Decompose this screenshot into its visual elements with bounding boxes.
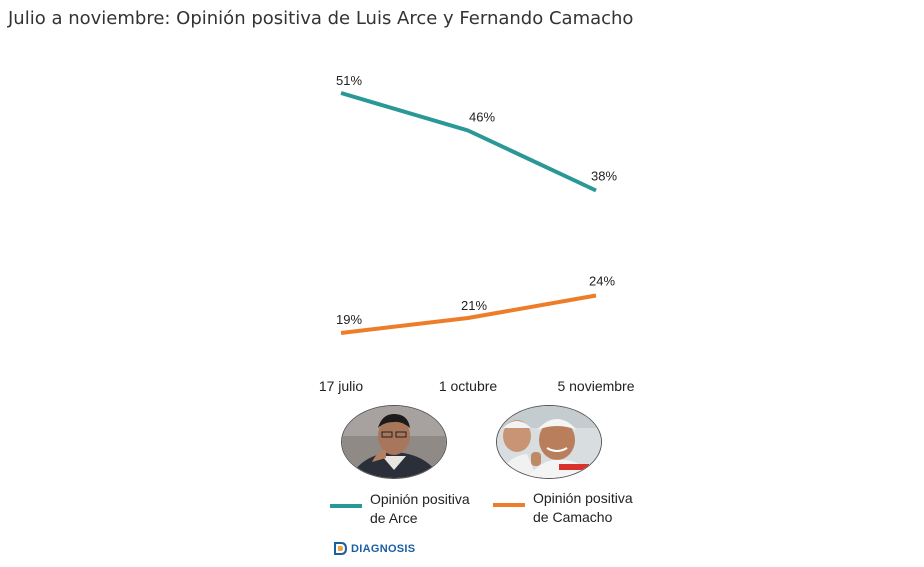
legend-swatch-camacho	[493, 503, 525, 507]
diagnosis-logo-text: DIAGNOSIS	[351, 542, 416, 555]
x-tick-label-0: 17 julio	[319, 378, 364, 394]
data-label-arce-0: 51%	[336, 73, 362, 88]
data-label-arce-1: 46%	[469, 110, 495, 125]
data-label-camacho-0: 19%	[336, 312, 362, 327]
series-layer	[340, 91, 597, 335]
legend-label-arce-line1: Opinión positiva	[370, 491, 470, 507]
legend-swatch-arce	[330, 504, 362, 508]
legend-item-camacho: Opinión positiva de Camacho	[493, 489, 645, 527]
x-tick-label-1: 1 octubre	[439, 378, 498, 394]
camacho-photo	[496, 405, 602, 479]
page-title: Julio a noviembre: Opinión positiva de L…	[8, 8, 634, 29]
legend-label-camacho-line1: Opinión positiva	[533, 490, 633, 506]
legend-label-camacho: Opinión positiva de Camacho	[533, 489, 645, 527]
arce-photo	[341, 405, 447, 479]
diagnosis-logo: DIAGNOSIS	[333, 541, 415, 556]
x-tick-label-2: 5 noviembre	[557, 378, 634, 394]
series-line-camacho	[340, 293, 597, 335]
data-labels: 51% 46% 38% 19% 21% 24%	[336, 73, 617, 327]
x-axis-ticks: 17 julio 1 octubre 5 noviembre	[319, 378, 635, 394]
data-label-arce-2: 38%	[591, 169, 617, 184]
legend-label-camacho-line2: de Camacho	[533, 509, 613, 525]
diagnosis-logo-icon	[334, 542, 348, 555]
series-line-arce	[340, 91, 597, 193]
data-label-camacho-1: 21%	[461, 298, 487, 313]
legend-label-arce-line2: de Arce	[370, 510, 418, 526]
legend-item-arce: Opinión positiva de Arce	[330, 490, 482, 528]
legend-label-arce: Opinión positiva de Arce	[370, 490, 482, 528]
data-label-camacho-2: 24%	[589, 274, 615, 289]
